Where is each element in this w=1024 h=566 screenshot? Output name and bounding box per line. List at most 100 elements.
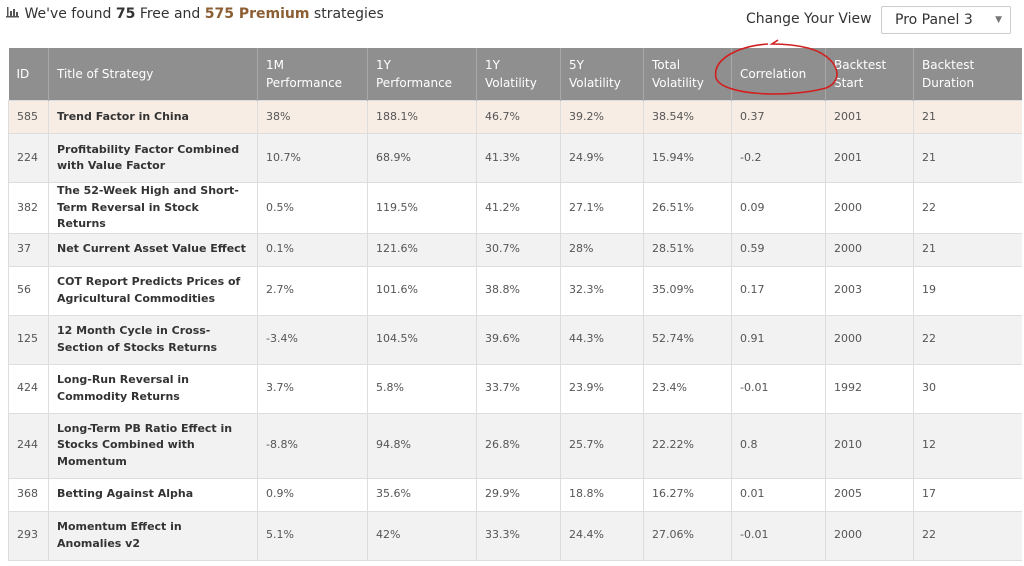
cell: 121.6%	[367, 232, 477, 267]
header-row: ID Title of Strategy 1M Performance 1Y Perf…	[8, 48, 1022, 101]
cell: 35.6%	[367, 477, 477, 512]
table-row: 368 Betting Against Alpha 0.9% 35.6% 29.9% 18…	[8, 477, 1022, 512]
strategy-title[interactable]: The 52-Week High and Short-Term Reversal…	[48, 182, 258, 234]
table-container: ID Title of Strategy 1M Performance 1Y Perf…	[8, 48, 1022, 566]
free-text: Free and	[139, 6, 201, 22]
strategy-title[interactable]: Long-Run Reversal in Commodity Returns	[48, 363, 258, 414]
cell: 2000	[825, 314, 914, 365]
column-label: Title of Strategy	[57, 67, 154, 81]
cell: -8.8%	[257, 412, 368, 479]
cell: 25.7%	[560, 412, 644, 479]
cell: 33.7%	[476, 363, 561, 414]
cell: 224	[8, 133, 49, 183]
view-select[interactable]: Pro Panel 3 ▼	[881, 6, 1011, 34]
cell: 2001	[825, 100, 914, 134]
strategy-title[interactable]: Momentum Effect in Anomalies v2	[48, 510, 258, 561]
cell: 38.8%	[476, 265, 561, 316]
cell: 0.09	[731, 182, 826, 234]
cell: 0.91	[731, 314, 826, 365]
cell: 0.01	[731, 477, 826, 512]
strategy-title[interactable]: Profitability Factor Combined with Value…	[48, 133, 258, 183]
cell: 17	[913, 477, 1022, 512]
column-label: Total Volatility	[652, 58, 704, 90]
cell: 19	[913, 265, 1022, 316]
cell: 32.3%	[560, 265, 644, 316]
cell: 26.51%	[643, 182, 732, 234]
table-row: 585 Trend Factor in China 38% 188.1% 46.7% 39…	[8, 100, 1022, 134]
cell: 38%	[257, 100, 368, 134]
cell: 1992	[825, 363, 914, 414]
cell: 2000	[825, 510, 914, 561]
column-label: 1Y Performance	[376, 58, 453, 90]
strategy-title[interactable]: COT Report Predicts Prices of Agricultur…	[48, 265, 258, 316]
cell: 42%	[367, 510, 477, 561]
column-header: Backtest Duration	[913, 48, 1022, 101]
cell: -0.2	[731, 133, 826, 183]
cell: 41.3%	[476, 133, 561, 183]
dropdown-arrow: ▼	[995, 15, 1002, 25]
view-value: Pro Panel 3	[895, 12, 973, 28]
cell: 39.6%	[476, 314, 561, 365]
cell: 125	[8, 314, 49, 365]
table-row: 382 The 52-Week High and Short-Term Rever…	[8, 182, 1022, 234]
found-prefix: We've found	[24, 6, 112, 22]
cell: 0.37	[731, 100, 826, 134]
cell: 585	[8, 100, 49, 134]
cell: 44.3%	[560, 314, 644, 365]
column-header: 1M Performance	[257, 48, 368, 101]
cell: 2000	[825, 182, 914, 234]
cell: 23.9%	[560, 363, 644, 414]
column-header: 1Y Volatility	[476, 48, 561, 101]
cell: 0.8	[731, 412, 826, 479]
column-label: Correlation	[740, 67, 807, 81]
cell: 0.5%	[257, 182, 368, 234]
column-header: Correlation	[731, 48, 826, 101]
cell: 24.9%	[560, 133, 644, 183]
cell: 2001	[825, 133, 914, 183]
cell: -3.4%	[257, 314, 368, 365]
cell: 16.27%	[643, 477, 732, 512]
summary: We've found 75 Free and 575 Premium stra…	[6, 6, 384, 22]
cell: 188.1%	[367, 100, 477, 134]
cell: 22	[913, 510, 1022, 561]
column-label: Backtest Start	[834, 58, 887, 90]
cell: 33.3%	[476, 510, 561, 561]
cell: 37	[8, 232, 49, 267]
cell: 5.8%	[367, 363, 477, 414]
strategy-title[interactable]: Long-Term PB Ratio Effect in Stocks Comb…	[48, 412, 258, 479]
cell: 28%	[560, 232, 644, 267]
column-header: ID	[8, 48, 49, 101]
strategy-title[interactable]: Trend Factor in China	[48, 100, 258, 134]
strategy-title[interactable]: Net Current Asset Value Effect	[48, 232, 258, 267]
cell: 104.5%	[367, 314, 477, 365]
cell: 56	[8, 265, 49, 316]
cell: 424	[8, 363, 49, 414]
cell: 5.1%	[257, 510, 368, 561]
cell: 0.1%	[257, 232, 368, 267]
cell: 293	[8, 510, 49, 561]
cell: 101.6%	[367, 265, 477, 316]
cell: 2003	[825, 265, 914, 316]
cell: -0.01	[731, 363, 826, 414]
column-header: Title of Strategy	[48, 48, 258, 101]
cell: 0.17	[731, 265, 826, 316]
table-row: 244 Long-Term PB Ratio Effect in Stocks C…	[8, 412, 1022, 479]
cell: 0.9%	[257, 477, 368, 512]
strategy-title[interactable]: 12 Month Cycle in Cross-Section of Stock…	[48, 314, 258, 365]
cell: 27.06%	[643, 510, 732, 561]
suffix: strategies	[313, 6, 384, 22]
cell: 3.7%	[257, 363, 368, 414]
cell: 2000	[825, 232, 914, 267]
cell: 2010	[825, 412, 914, 479]
cell: 29.9%	[476, 477, 561, 512]
view-label: Change Your View	[746, 11, 872, 27]
cell: 94.8%	[367, 412, 477, 479]
cell: 21	[913, 232, 1022, 267]
cell: 30	[913, 363, 1022, 414]
cell: -0.01	[731, 510, 826, 561]
table-row: 224 Profitability Factor Combined with Va…	[8, 133, 1022, 183]
premium-count: 575 Premium	[204, 6, 310, 22]
column-header: 1Y Performance	[367, 48, 477, 101]
strategy-title[interactable]: Betting Against Alpha	[48, 477, 258, 512]
cell: 2.7%	[257, 265, 368, 316]
